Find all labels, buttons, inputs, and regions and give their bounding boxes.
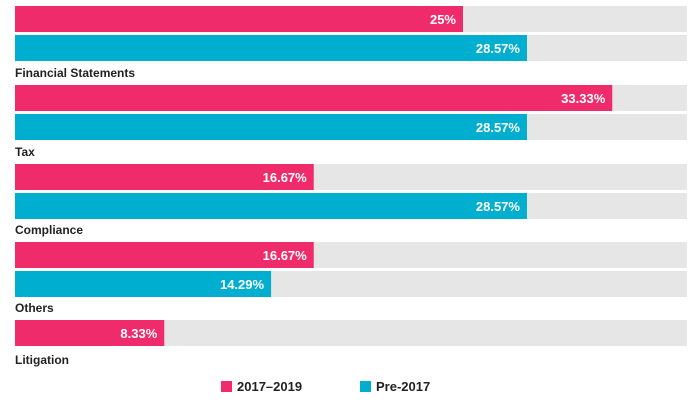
bar-tax-2017-2019 (15, 85, 613, 111)
legend-label-pre-2017: Pre-2017 (376, 379, 430, 394)
legend-swatch-pre-2017 (360, 381, 371, 392)
category-label-compliance: Compliance (15, 223, 83, 237)
data-label-others-2017-2019: 16.67% (263, 248, 308, 263)
bar-compliance-2017-2019 (15, 164, 314, 190)
bar-financial-statements-2017-2019 (15, 6, 463, 32)
category-label-financial-statements: Financial Statements (15, 66, 135, 80)
legend-label-2017-2019: 2017–2019 (237, 379, 302, 394)
data-label-litigation-2017-2019: 8.33% (120, 326, 157, 341)
category-label-others: Others (15, 301, 54, 315)
data-label-financial-statements-pre-2017: 28.57% (476, 41, 521, 56)
bar-financial-statements-pre-2017 (15, 35, 527, 61)
legend-swatch-2017-2019 (221, 381, 232, 392)
data-label-others-pre-2017: 14.29% (220, 277, 265, 292)
category-labels: Financial Statements Tax Compliance Others L… (15, 66, 135, 367)
bar-compliance-pre-2017 (15, 193, 527, 219)
data-label-financial-statements-2017-2019: 25% (430, 12, 456, 27)
data-label-compliance-pre-2017: 28.57% (476, 199, 521, 214)
bars-layer: 25% 28.57% 33.33% 28.57% 16.67% 28.57% 16.67% 1… (15, 6, 687, 346)
bar-tax-pre-2017 (15, 114, 527, 140)
category-label-tax: Tax (15, 145, 35, 159)
bar-others-2017-2019 (15, 242, 314, 268)
data-label-compliance-2017-2019: 16.67% (263, 170, 308, 185)
data-label-tax-2017-2019: 33.33% (561, 91, 606, 106)
legend: 2017–2019 Pre-2017 (221, 379, 430, 394)
data-label-tax-pre-2017: 28.57% (476, 120, 521, 135)
bar-others-pre-2017 (15, 271, 272, 297)
category-label-litigation: Litigation (15, 353, 69, 367)
bar-litigation-2017-2019 (15, 320, 165, 346)
